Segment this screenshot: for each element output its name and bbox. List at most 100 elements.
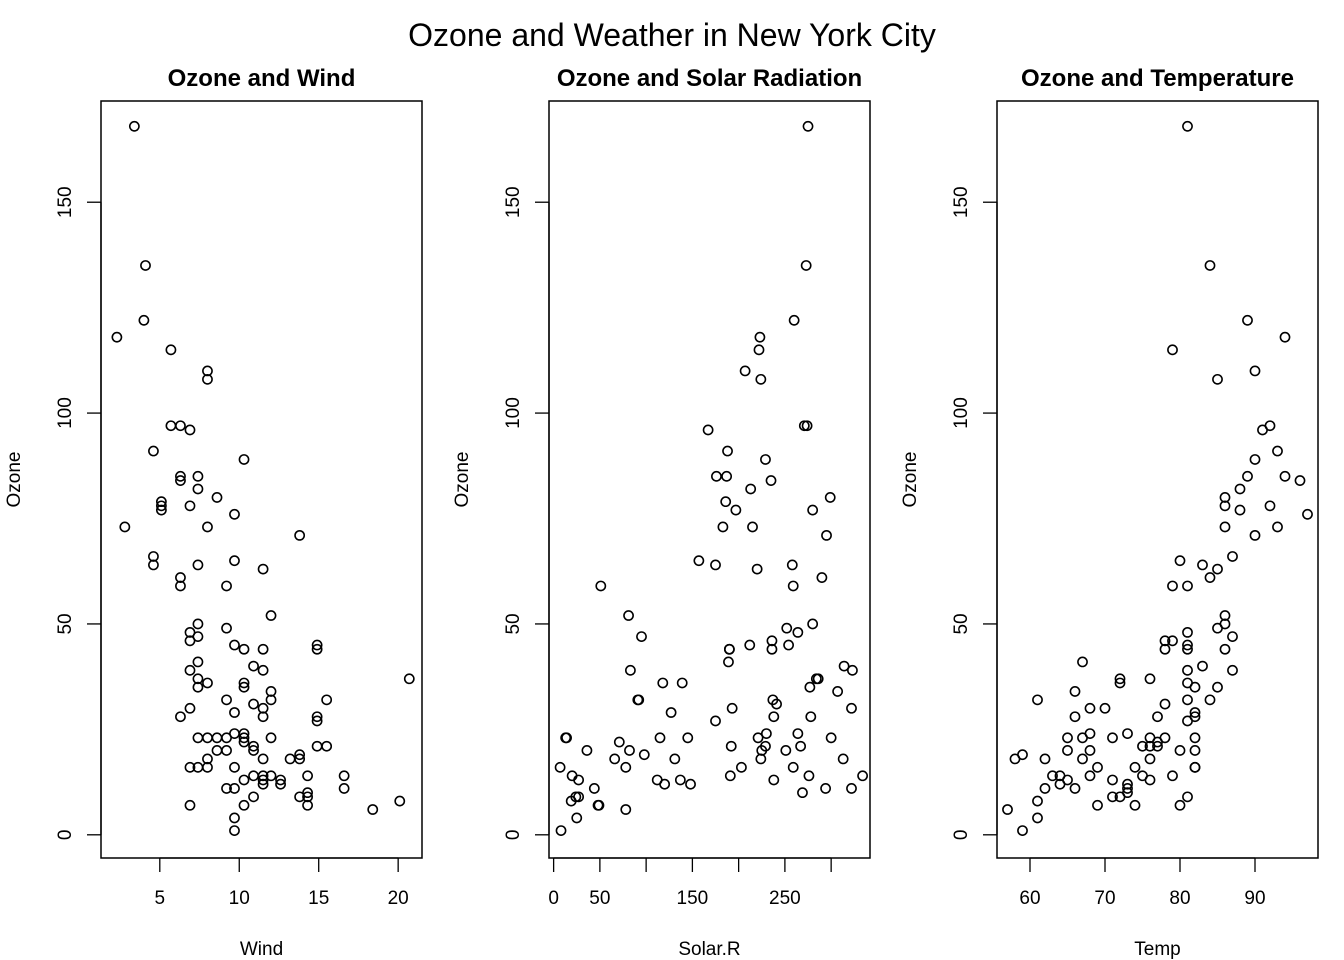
data-point: [765, 475, 777, 486]
data-point: [571, 812, 583, 824]
data-point: [788, 314, 800, 326]
data-point: [175, 711, 186, 723]
data-point: [1234, 504, 1246, 516]
data-point: [824, 492, 836, 503]
data-point: [554, 761, 566, 773]
x-axis-label: Solar.R: [678, 939, 740, 960]
data-point: [275, 774, 286, 786]
data-point: [311, 643, 323, 655]
data-point: [838, 660, 850, 672]
y-axis-label: Ozone: [900, 452, 921, 508]
data-point: [1062, 732, 1073, 744]
data-point: [238, 799, 250, 811]
data-point: [685, 778, 696, 790]
data-point: [825, 732, 837, 744]
data-point: [804, 681, 816, 693]
data-point: [674, 774, 686, 786]
data-point: [755, 373, 767, 385]
data-point: [1092, 799, 1103, 811]
data-point: [138, 314, 150, 326]
data-point: [265, 694, 277, 706]
data-point: [229, 707, 240, 718]
data-point: [736, 761, 747, 773]
data-point: [1167, 635, 1178, 647]
data-point: [1219, 643, 1231, 655]
data-point: [248, 740, 259, 752]
data-point: [1189, 681, 1201, 693]
data-point: [1204, 694, 1216, 706]
data-point: [229, 812, 240, 824]
data-point: [229, 825, 240, 836]
data-point: [581, 745, 593, 756]
data-point: [812, 673, 824, 685]
data-point: [780, 745, 792, 756]
data-point: [1137, 740, 1148, 752]
data-point: [248, 660, 259, 672]
data-point: [657, 677, 669, 689]
data-point: [1167, 580, 1178, 592]
x-tick-label: 150: [677, 888, 709, 909]
data-point: [669, 753, 681, 765]
data-point: [760, 454, 771, 465]
data-point: [321, 740, 333, 752]
data-point: [128, 120, 140, 132]
data-point: [1197, 660, 1208, 672]
data-point: [821, 529, 832, 541]
data-point: [192, 631, 204, 642]
data-point: [1062, 774, 1073, 786]
data-point: [248, 791, 259, 803]
data-point: [573, 774, 585, 786]
data-point: [847, 664, 858, 676]
data-point: [1144, 774, 1156, 786]
data-point: [1189, 745, 1201, 756]
data-point: [1182, 694, 1193, 706]
data-point: [1084, 728, 1096, 739]
data-point: [1212, 373, 1223, 385]
data-point: [730, 504, 742, 516]
data-point: [184, 664, 196, 676]
data-point: [711, 470, 722, 482]
data-point: [771, 698, 782, 710]
data-point: [238, 681, 250, 693]
data-point: [1114, 673, 1126, 685]
data-point: [1204, 260, 1216, 271]
y-tick-label: 50: [55, 613, 76, 634]
data-point: [202, 677, 213, 689]
data-point: [202, 521, 213, 533]
data-point: [1032, 795, 1043, 807]
data-point: [238, 643, 250, 655]
x-tick-label: 5: [155, 888, 166, 909]
data-point: [229, 508, 240, 520]
data-point: [724, 770, 736, 782]
data-point: [257, 643, 269, 655]
data-point: [1144, 673, 1156, 685]
data-point: [1279, 470, 1291, 482]
data-point: [561, 732, 572, 744]
data-point: [1152, 711, 1163, 723]
data-point: [140, 260, 151, 271]
data-point: [1264, 420, 1276, 432]
data-point: [192, 656, 204, 668]
data-point: [1107, 732, 1118, 744]
data-point: [302, 787, 313, 799]
data-point: [702, 424, 714, 436]
data-point: [221, 694, 232, 706]
data-point: [403, 673, 415, 685]
data-point: [265, 610, 277, 621]
data-point: [624, 745, 635, 756]
data-point: [257, 778, 269, 790]
data-point: [229, 555, 240, 567]
data-point: [1107, 774, 1118, 786]
data-point: [744, 639, 756, 651]
data-point: [394, 795, 406, 807]
data-point: [1182, 120, 1193, 132]
data-point: [1174, 799, 1186, 811]
data-point: [1167, 770, 1178, 782]
data-point: [633, 694, 645, 706]
data-point: [221, 745, 232, 756]
data-point: [221, 783, 232, 794]
data-point: [294, 529, 306, 541]
data-point: [184, 424, 196, 436]
data-point: [1182, 580, 1193, 592]
plot-frame: [100, 100, 423, 859]
